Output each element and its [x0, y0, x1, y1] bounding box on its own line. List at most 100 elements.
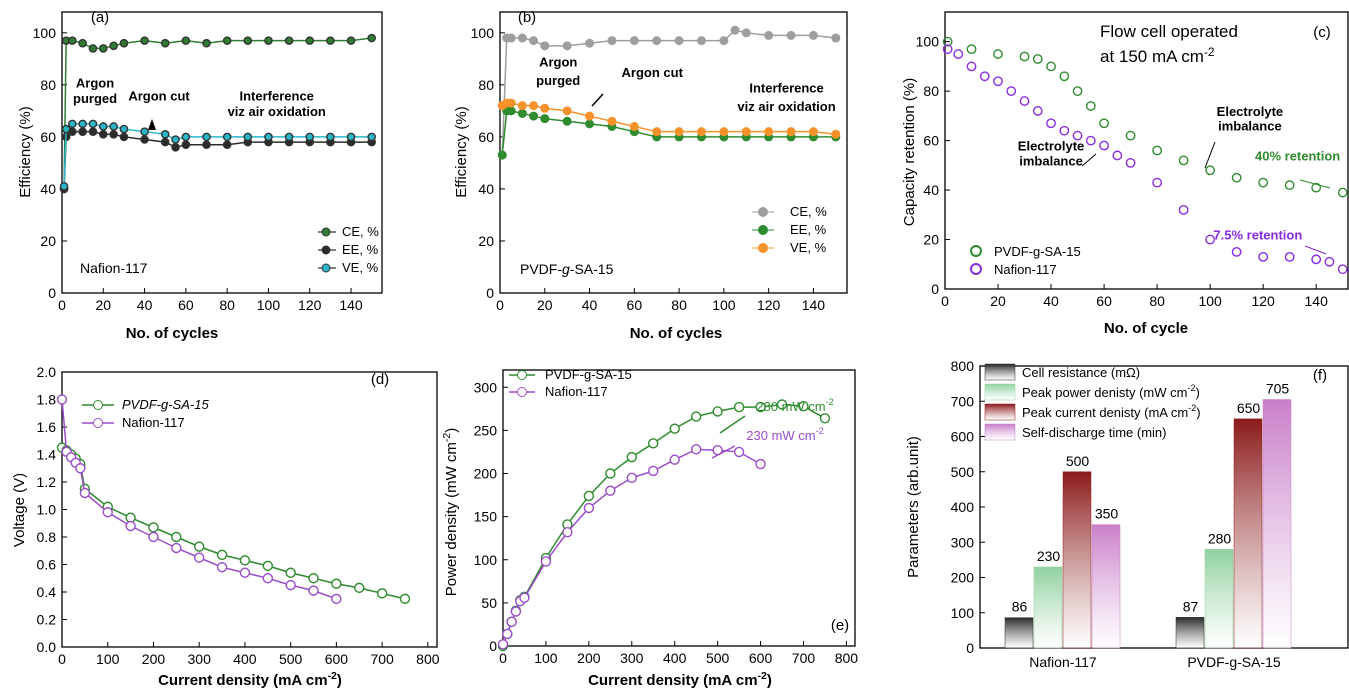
annotation: purged — [73, 91, 117, 106]
x-tick-label: 20 — [990, 293, 1006, 309]
legend-label: Peak power denisty (mW cm-2) — [1022, 383, 1200, 400]
x-tick-label: 140 — [339, 297, 363, 313]
y-tick-label: 200 — [951, 570, 975, 586]
legend-label: Nafion-117 — [545, 384, 608, 399]
data-point — [1085, 135, 1096, 146]
x-tick-label: 120 — [757, 297, 781, 313]
data-point — [78, 119, 87, 129]
data-point — [160, 38, 170, 48]
data-point — [585, 111, 595, 121]
legend-label: EE, % — [342, 242, 379, 257]
legend-label-superscript: -2 — [1188, 403, 1196, 413]
sample-label: PVDF-g-SA-15 — [520, 261, 614, 277]
data-point — [696, 127, 706, 137]
sample-label-part: -SA-15 — [570, 261, 614, 277]
data-point — [367, 132, 376, 142]
data-point — [68, 36, 77, 45]
data-point — [719, 127, 729, 137]
data-point — [741, 28, 751, 38]
x-tick-label: 120 — [1251, 293, 1275, 309]
data-point — [1284, 251, 1295, 262]
data-point — [819, 413, 831, 424]
data-point — [506, 33, 516, 43]
data-point — [629, 36, 639, 46]
legend-label-main: Peak current denisty (mA cm — [1022, 405, 1188, 420]
data-point — [1112, 150, 1123, 161]
data-point — [68, 119, 77, 129]
data-point — [808, 30, 818, 40]
data-point — [497, 639, 509, 650]
data-point — [1178, 204, 1189, 215]
data-point — [346, 132, 356, 142]
data-point — [109, 129, 118, 139]
peak-label: 230 mW cm-2 — [746, 426, 823, 443]
legend-swatch — [984, 403, 1016, 421]
legend-label: VE, % — [342, 260, 379, 275]
x-tick-label: 100 — [534, 650, 558, 666]
legend-swatch — [984, 363, 1016, 381]
data-point — [79, 487, 91, 499]
data-point — [181, 140, 191, 149]
data-point — [1258, 251, 1269, 262]
data-point — [648, 438, 659, 449]
y-axis-title: Parameters (arb.unit) — [905, 436, 922, 578]
data-point — [517, 101, 527, 111]
panel-e: 0 100 200 300 400 500 600 700 800 0 50 100 150 200 250… — [441, 367, 858, 689]
panel-label: (c) — [1313, 24, 1331, 41]
x-axis-title-main: Current density (mA cm — [158, 672, 327, 689]
x-tick-label: 300 — [620, 650, 644, 666]
data-point — [1205, 165, 1216, 176]
y-tick-label: 1.4 — [37, 447, 57, 463]
y-tick-label: 100 — [33, 25, 57, 41]
data-point — [690, 411, 702, 422]
data-point — [712, 406, 723, 417]
data-point — [1059, 125, 1070, 136]
y-tick-label: 0.8 — [37, 529, 57, 545]
data-point — [140, 127, 149, 136]
x-tick-label: 0 — [58, 297, 66, 313]
x-tick-label: 140 — [1305, 293, 1329, 309]
x-axis-title-superscript: -2 — [758, 670, 767, 682]
legend-marker — [758, 243, 768, 253]
x-tick-label: 600 — [749, 650, 773, 666]
data-point — [56, 394, 68, 405]
data-point — [966, 61, 977, 72]
x-tick-label: 800 — [835, 650, 859, 666]
series-line — [63, 130, 372, 189]
y-axis-title: Efficiency (%) — [453, 106, 470, 197]
annotation: Interference — [749, 81, 823, 96]
data-point — [119, 124, 129, 134]
data-point — [202, 38, 211, 48]
data-point — [1032, 54, 1043, 64]
bar-value-label: 705 — [1266, 380, 1290, 396]
data-point — [798, 401, 809, 412]
y-tick-label: 0 — [966, 640, 974, 656]
data-point — [506, 98, 516, 108]
data-point — [140, 135, 149, 144]
y-tick-label: 700 — [951, 393, 975, 409]
data-point — [942, 44, 953, 54]
data-point — [497, 150, 507, 160]
data-point — [1258, 177, 1269, 188]
plot-frame — [61, 371, 438, 648]
data-point — [262, 573, 273, 584]
x-axis-title: No. of cycles — [630, 325, 723, 342]
data-point — [1231, 247, 1242, 257]
bar — [1233, 418, 1263, 649]
data-point — [193, 541, 205, 552]
data-point — [239, 567, 251, 578]
data-point — [529, 36, 539, 46]
annotation: Interference — [239, 88, 313, 103]
data-point — [305, 132, 315, 142]
data-point — [216, 549, 228, 561]
data-point — [1152, 177, 1163, 188]
sample-label-part: g — [562, 261, 570, 277]
x-tick-label: 0 — [499, 650, 507, 666]
x-tick-label: 40 — [1043, 293, 1059, 309]
bar — [1033, 566, 1063, 649]
y-tick-label: 0.6 — [37, 557, 57, 573]
data-point — [529, 101, 539, 111]
y-tick-label: 80 — [478, 77, 494, 93]
y-axis-title-tail: ) — [443, 428, 460, 433]
data-point — [160, 137, 170, 147]
